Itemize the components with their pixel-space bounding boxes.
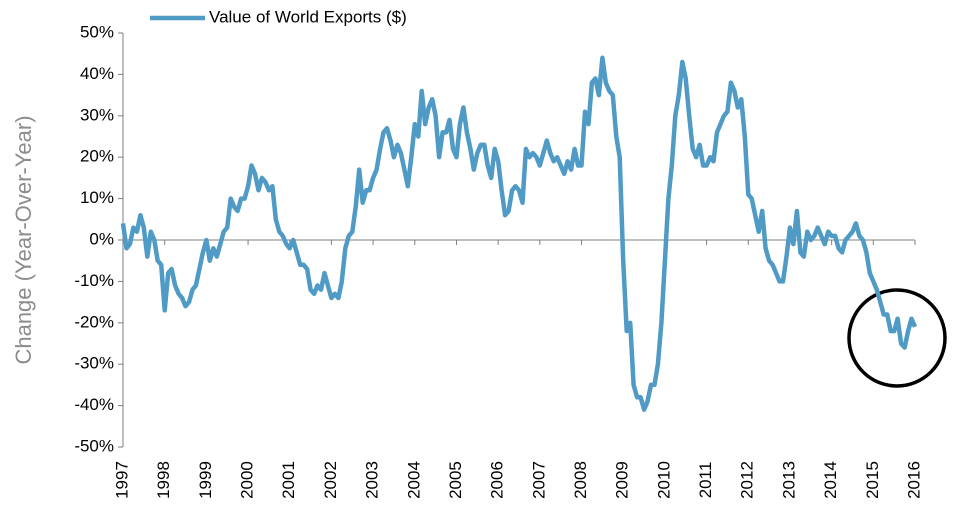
y-tick-label: -20%: [74, 312, 114, 331]
x-tick-label: 2008: [571, 461, 590, 499]
x-tick-label: 2004: [404, 461, 423, 499]
series-line: [120, 55, 918, 412]
y-tick-label: -50%: [74, 436, 114, 455]
x-tick-label: 1999: [196, 461, 215, 499]
y-tick-label: 40%: [80, 64, 114, 83]
x-tick-label: 2001: [279, 461, 298, 499]
x-tick-label: 2015: [863, 461, 882, 499]
y-tick-label: 0%: [89, 229, 114, 248]
highlight-circle: [847, 288, 947, 388]
x-tick-label: 2002: [321, 461, 340, 499]
x-tick-label: 2003: [363, 461, 382, 499]
x-tick-label: 2007: [529, 461, 548, 499]
x-tick-label: 1998: [154, 461, 173, 499]
x-tick-label: 2006: [488, 461, 507, 499]
y-tick-label: 20%: [80, 147, 114, 166]
y-tick-label: -10%: [74, 271, 114, 290]
x-tick-label: 2012: [738, 461, 757, 499]
legend-label: Value of World Exports ($): [209, 7, 407, 26]
x-tick-label: 2014: [821, 461, 840, 499]
y-axis-title: Change (Year-Over-Year): [11, 115, 36, 364]
y-tick-label: 50%: [80, 22, 114, 41]
y-tick-label: 30%: [80, 105, 114, 124]
y-tick-label: -30%: [74, 354, 114, 373]
x-tick-label: 2011: [696, 462, 715, 499]
x-tick-label: 1997: [112, 461, 131, 499]
x-tick-label: 2000: [238, 461, 257, 499]
x-tick-label: 2005: [446, 461, 465, 499]
x-tick-label: 2010: [654, 461, 673, 499]
y-tick-label: 10%: [80, 188, 114, 207]
x-tick-label: 2016: [904, 461, 923, 499]
x-tick-label: 2009: [613, 461, 632, 499]
x-tick-label: 2013: [779, 461, 798, 499]
y-tick-label: -40%: [74, 395, 114, 414]
